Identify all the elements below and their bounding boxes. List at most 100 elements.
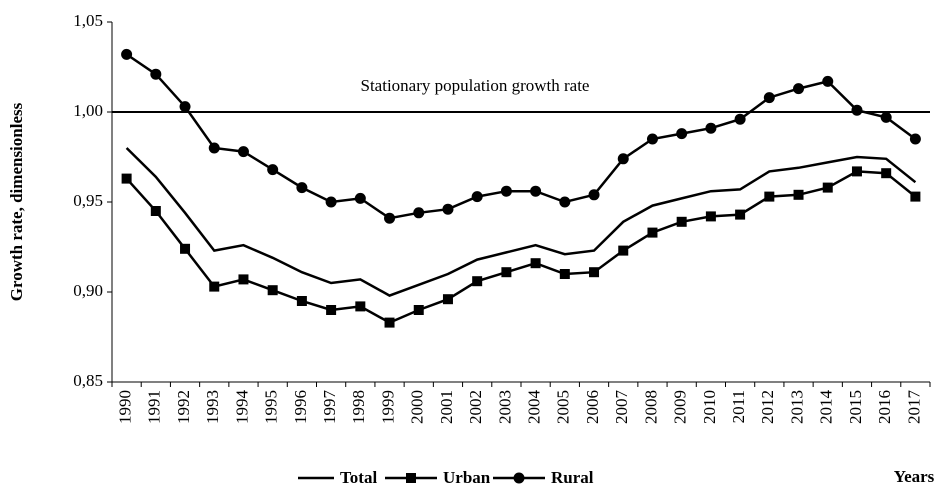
y-axis-label: Growth rate, dimensionless <box>7 102 26 301</box>
x-tick-label: 1992 <box>174 390 193 424</box>
marker-circle <box>880 111 892 123</box>
marker-circle <box>500 185 512 197</box>
marker-square <box>442 294 453 305</box>
x-tick-label: 1991 <box>145 390 164 424</box>
x-tick-label: 2010 <box>700 390 719 424</box>
x-tick-label: 2014 <box>817 390 836 425</box>
marker-square <box>910 191 921 202</box>
marker-circle <box>179 101 191 113</box>
x-tick-label: 2005 <box>554 390 573 424</box>
x-tick-label: 1995 <box>262 390 281 424</box>
x-tick-label: 1990 <box>116 390 135 424</box>
x-tick-label: 1996 <box>291 390 310 424</box>
marker-square <box>472 276 483 287</box>
x-tick-label: 2017 <box>904 390 923 425</box>
marker-circle <box>909 133 921 145</box>
marker-square <box>589 267 600 278</box>
marker-circle <box>763 92 775 104</box>
marker-square <box>618 245 629 256</box>
marker-square <box>881 168 892 179</box>
y-tick-label: 1,00 <box>73 101 103 120</box>
marker-square <box>647 227 658 238</box>
x-tick-label: 2008 <box>641 390 660 424</box>
x-tick-label: 1993 <box>203 390 222 424</box>
marker-square <box>209 281 220 292</box>
y-tick-label: 0,95 <box>73 191 103 210</box>
y-tick-label: 1,05 <box>73 11 103 30</box>
marker-square <box>413 305 424 315</box>
marker-square <box>238 274 249 285</box>
y-tick-label: 0,85 <box>73 371 103 390</box>
marker-circle <box>413 207 425 219</box>
x-tick-label: 2001 <box>437 390 456 424</box>
marker-square <box>267 285 278 296</box>
marker-circle <box>442 203 454 215</box>
x-tick-label: 2003 <box>495 390 514 424</box>
marker-circle <box>267 164 279 176</box>
x-tick-label: 2013 <box>787 390 806 424</box>
marker-circle <box>646 133 658 145</box>
series-line <box>125 170 917 324</box>
marker-circle <box>150 68 162 80</box>
x-tick-label: 1994 <box>232 390 251 425</box>
marker-circle <box>208 142 220 154</box>
y-tick-label: 0,90 <box>73 281 103 300</box>
marker-square <box>793 189 804 200</box>
marker-square <box>851 166 862 177</box>
marker-circle <box>851 104 863 116</box>
marker-square <box>764 191 775 202</box>
reference-label: Stationary population growth rate <box>361 76 590 95</box>
x-axis-label: Years <box>894 467 935 486</box>
marker-circle <box>588 189 600 201</box>
x-tick-label: 2009 <box>671 390 690 424</box>
marker-square <box>501 267 512 278</box>
x-tick-label: 1999 <box>378 390 397 424</box>
marker-circle <box>617 153 629 165</box>
marker-square <box>559 269 570 279</box>
marker-square <box>150 206 161 216</box>
marker-square <box>355 301 366 312</box>
marker-square <box>180 243 191 254</box>
x-tick-label: 2002 <box>466 390 485 424</box>
marker-circle <box>325 196 337 208</box>
marker-square <box>326 305 337 315</box>
marker-square <box>735 209 746 220</box>
x-tick-label: 1998 <box>349 390 368 424</box>
marker-circle <box>384 212 396 224</box>
marker-square <box>822 182 833 193</box>
marker-circle <box>793 83 805 95</box>
marker-circle <box>296 182 308 194</box>
marker-square <box>296 296 307 306</box>
x-tick-label: 2012 <box>758 390 777 424</box>
marker-circle <box>471 191 483 203</box>
x-tick-label: 2015 <box>846 390 865 424</box>
marker-circle <box>734 113 746 125</box>
marker-square <box>406 473 416 483</box>
marker-circle <box>705 122 717 134</box>
x-tick-label: 2011 <box>729 390 748 423</box>
marker-circle <box>121 48 133 60</box>
x-tick-label: 2004 <box>525 390 544 425</box>
marker-circle <box>237 146 249 158</box>
x-tick-label: 2006 <box>583 390 602 424</box>
series-line <box>125 53 917 220</box>
series-line <box>125 147 917 297</box>
legend-label: Urban <box>443 468 491 487</box>
x-tick-label: 1997 <box>320 390 339 425</box>
marker-square <box>705 211 716 222</box>
legend-label: Rural <box>551 468 594 487</box>
x-tick-label: 2016 <box>875 390 894 424</box>
marker-circle <box>676 128 688 140</box>
marker-square <box>530 258 541 269</box>
marker-square <box>384 317 395 328</box>
marker-circle <box>513 472 525 484</box>
marker-square <box>676 216 687 227</box>
marker-square <box>121 173 132 184</box>
x-tick-label: 2000 <box>408 390 427 424</box>
x-tick-label: 2007 <box>612 390 631 425</box>
marker-circle <box>559 196 571 208</box>
marker-circle <box>822 75 834 87</box>
marker-circle <box>530 185 542 197</box>
marker-circle <box>354 192 366 204</box>
